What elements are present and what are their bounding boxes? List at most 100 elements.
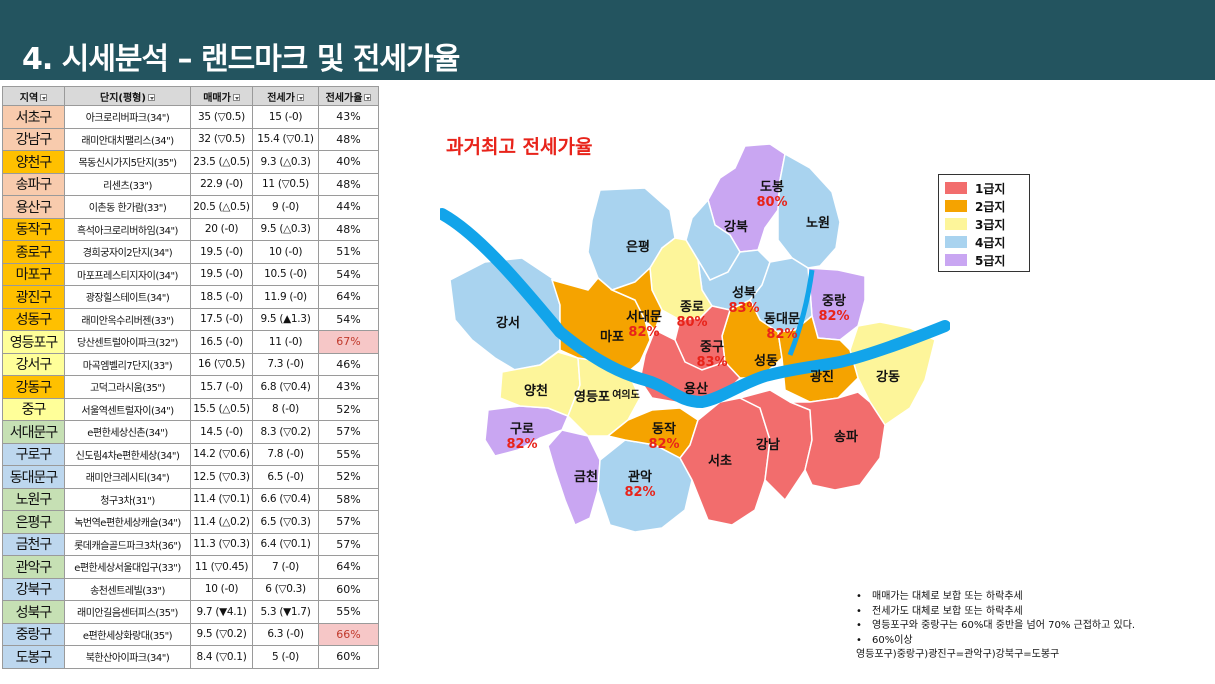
sale-price-cell: 15.5 (△0.5) — [190, 397, 253, 421]
jeonse-price-cell: 6.3 (-0) — [252, 622, 319, 646]
filter-dropdown-icon[interactable] — [40, 94, 48, 101]
region-cell: 금천구 — [2, 532, 65, 556]
col-header-sale[interactable]: 매매가 — [190, 86, 253, 106]
region-cell: 강서구 — [2, 352, 65, 376]
filter-dropdown-icon[interactable] — [232, 94, 240, 101]
jeonse-rate-cell: 52% — [318, 397, 379, 421]
region-cell: 강동구 — [2, 375, 65, 399]
table-row[interactable]: 종로구 경희궁자이2단지(34") 19.5 (-0) 10 (-0) 51% — [2, 240, 379, 264]
sale-price-cell: 10 (-0) — [190, 577, 253, 601]
table-row[interactable]: 성동구 래미안옥수리버젠(33") 17.5 (-0) 9.5 (▲1.3) 54% — [2, 307, 379, 331]
table-row[interactable]: 노원구 청구3차(31") 11.4 (▽0.1) 6.6 (▽0.4) 58% — [2, 487, 379, 511]
district-label-nowon: 노원 — [806, 216, 830, 231]
sale-price-cell: 23.5 (△0.5) — [190, 150, 253, 174]
region-cell: 영등포구 — [2, 330, 65, 354]
bullet-icon: • — [856, 620, 862, 631]
table-row[interactable]: 금천구 롯데캐슬골드파크3차(36") 11.3 (▽0.3) 6.4 (▽0.1) 5… — [2, 532, 379, 556]
jeonse-price-cell: 7.8 (-0) — [252, 442, 319, 466]
complex-cell: 래미안크레시티(34") — [64, 465, 191, 489]
region-cell: 동작구 — [2, 217, 65, 241]
col-header-region[interactable]: 지역 — [2, 86, 65, 106]
district-label-gwanak: 관악 82% — [624, 470, 656, 500]
col-header-rate[interactable]: 전세가율 — [318, 86, 379, 106]
table-row[interactable]: 용산구 이촌동 한가람(33") 20.5 (△0.5) 9 (-0) 44% — [2, 195, 379, 219]
jeonse-price-cell: 7.3 (-0) — [252, 352, 319, 376]
complex-cell: e편한세상서울대입구(33") — [64, 555, 191, 579]
table-row[interactable]: 성북구 래미안길음센터피스(35") 9.7 (▼4.1) 5.3 (▼1.7) 55% — [2, 600, 379, 624]
sale-price-cell: 20.5 (△0.5) — [190, 195, 253, 219]
complex-cell: e편한세상화랑대(35") — [64, 622, 191, 646]
region-cell: 성동구 — [2, 307, 65, 331]
complex-cell: 흑석아크로리버하임(34") — [64, 217, 191, 241]
col-header-jeonse[interactable]: 전세가 — [252, 86, 319, 106]
region-cell: 동대문구 — [2, 465, 65, 489]
legend-item: 4급지 — [945, 233, 1023, 251]
slide-header: 4. 시세분석 – 랜드마크 및 전세가율 — [0, 0, 1215, 80]
sale-price-cell: 32 (▽0.5) — [190, 127, 253, 151]
map-legend: 1급지 2급지 3급지 4급지 5급지 — [938, 174, 1030, 272]
bullet-icon: • — [856, 591, 862, 602]
jeonse-price-cell: 6.8 (▽0.4) — [252, 375, 319, 399]
table-row[interactable]: 강북구 송천센트레빌(33") 10 (-0) 6 (▽0.3) 60% — [2, 577, 379, 601]
district-nowon — [777, 152, 841, 269]
table-row[interactable]: 은평구 녹번역e편한세상캐슬(34") 11.4 (△0.2) 6.5 (▽0.3) 5… — [2, 510, 379, 534]
sale-price-cell: 16.5 (-0) — [190, 330, 253, 354]
district-label-seodaemun: 서대문 82% — [626, 310, 662, 340]
filter-dropdown-icon[interactable] — [147, 94, 155, 101]
table-row[interactable]: 관악구 e편한세상서울대입구(33") 11 (▽0.45) 7 (-0) 64% — [2, 555, 379, 579]
district-label-junggu: 중구 83% — [696, 340, 728, 370]
table-row[interactable]: 도봉구 북한산아이파크(34") 8.4 (▽0.1) 5 (-0) 60% — [2, 645, 379, 669]
sale-price-cell: 14.2 (▽0.6) — [190, 442, 253, 466]
table-row[interactable]: 마포구 마포프레스티지자이(34") 19.5 (-0) 10.5 (-0) 54% — [2, 262, 379, 286]
jungnang-stream — [787, 269, 815, 356]
region-cell: 중랑구 — [2, 622, 65, 646]
table-row[interactable]: 동작구 흑석아크로리버하임(34") 20 (-0) 9.5 (△0.3) 48% — [2, 217, 379, 241]
table-row[interactable]: 중랑구 e편한세상화랑대(35") 9.5 (▽0.2) 6.3 (-0) 66% — [2, 622, 379, 646]
jeonse-rate-cell: 43% — [318, 375, 379, 399]
table-row[interactable]: 영등포구 당산센트럴아이파크(32") 16.5 (-0) 11 (-0) 67% — [2, 330, 379, 354]
region-cell: 관악구 — [2, 555, 65, 579]
jeonse-rate-cell: 54% — [318, 262, 379, 286]
region-cell: 성북구 — [2, 600, 65, 624]
district-label-songpa: 송파 — [834, 430, 858, 445]
table-row[interactable]: 강남구 래미안대치팰리스(34") 32 (▽0.5) 15.4 (▽0.1) 48% — [2, 127, 379, 151]
table-row[interactable]: 송파구 리센츠(33") 22.9 (-0) 11 (▽0.5) 48% — [2, 172, 379, 196]
table-header-row: 지역 단지(평형) 매매가 전세가 전세가율 — [2, 86, 379, 106]
district-label-jongno: 종로 80% — [676, 300, 708, 330]
complex-cell: 마곡엠벨리7단지(33") — [64, 352, 191, 376]
jeonse-rate-cell: 58% — [318, 487, 379, 511]
region-cell: 도봉구 — [2, 645, 65, 669]
note-item: • 영등포구와 중랑구는 60%대 중반을 넘어 70% 근접하고 있다. — [856, 619, 1135, 634]
complex-cell: 당산센트럴아이파크(32") — [64, 330, 191, 354]
jeonse-price-cell: 9.5 (▲1.3) — [252, 307, 319, 331]
table-row[interactable]: 서대문구 e편한세상신촌(34") 14.5 (-0) 8.3 (▽0.2) 57% — [2, 420, 379, 444]
sale-price-cell: 11.4 (▽0.1) — [190, 487, 253, 511]
district-label-seongdong: 성동 — [754, 354, 778, 369]
table-row[interactable]: 중구 서울역센트럴자이(34") 15.5 (△0.5) 8 (-0) 52% — [2, 397, 379, 421]
table-row[interactable]: 강동구 고덕그라시움(35") 15.7 (-0) 6.8 (▽0.4) 43% — [2, 375, 379, 399]
jeonse-rate-cell: 66% — [318, 622, 379, 646]
table-row[interactable]: 구로구 신도림4차e편한세상(34") 14.2 (▽0.6) 7.8 (-0) 55% — [2, 442, 379, 466]
jeonse-price-cell: 11 (▽0.5) — [252, 172, 319, 196]
district-songpa — [789, 391, 886, 491]
jeonse-rate-cell: 40% — [318, 150, 379, 174]
table-row[interactable]: 서초구 아크로리버파크(34") 35 (▽0.5) 15 (-0) 43% — [2, 105, 379, 129]
table-row[interactable]: 광진구 광장힐스테이트(34") 18.5 (-0) 11.9 (-0) 64% — [2, 285, 379, 309]
district-label-seocho: 서초 — [708, 454, 732, 469]
legend-swatch — [945, 254, 967, 266]
filter-dropdown-icon[interactable] — [296, 94, 304, 101]
jeonse-rate-cell: 64% — [318, 555, 379, 579]
table-row[interactable]: 양천구 목동신시가지5단지(35") 23.5 (△0.5) 9.3 (△0.3) 40… — [2, 150, 379, 174]
note-item: • 60%이상 — [856, 634, 1135, 649]
filter-dropdown-icon[interactable] — [364, 94, 372, 101]
col-header-complex[interactable]: 단지(평형) — [64, 86, 191, 106]
table-row[interactable]: 강서구 마곡엠벨리7단지(33") 16 (▽0.5) 7.3 (-0) 46% — [2, 352, 379, 376]
district-label-eunpyeong: 은평 — [626, 240, 650, 255]
jeonse-rate-cell: 44% — [318, 195, 379, 219]
district-label-gangbuk: 강북 — [724, 220, 748, 235]
table-row[interactable]: 동대문구 래미안크레시티(34") 12.5 (▽0.3) 6.5 (-0) 52% — [2, 465, 379, 489]
map-title: 과거최고 전세가율 — [446, 136, 593, 158]
table-body: 서초구 아크로리버파크(34") 35 (▽0.5) 15 (-0) 43% 강남구 래미안… — [2, 105, 379, 669]
bullet-icon: • — [856, 605, 862, 617]
complex-cell: 송천센트레빌(33") — [64, 577, 191, 601]
